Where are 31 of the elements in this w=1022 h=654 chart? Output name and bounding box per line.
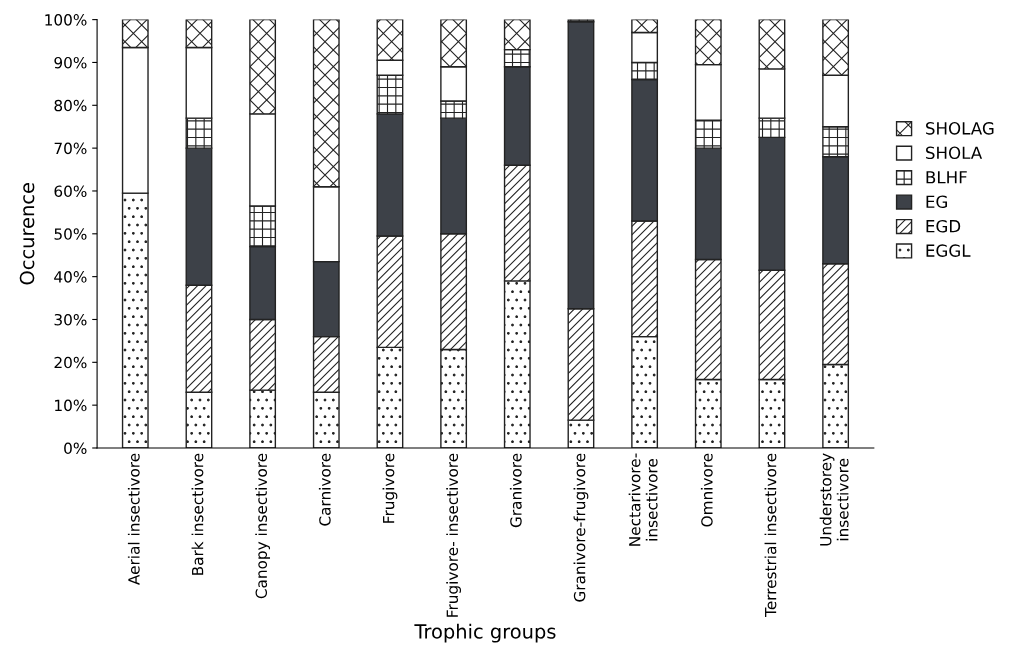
x-tick-label: Terrestrial insectivore (764, 453, 777, 617)
x-tick-label: Carnivore (318, 453, 331, 526)
legend-label: BLHF (926, 171, 967, 184)
legend-label: EGGL (926, 244, 971, 257)
x-tick-label: Frugivore (382, 453, 398, 523)
legend-label: SHOLAG (926, 122, 994, 135)
x-tick-label: Granivore (509, 453, 522, 528)
legend-label: EG (926, 195, 947, 209)
y-tick-label: 90% (54, 56, 87, 69)
y-tick-label: 50% (54, 228, 87, 240)
x-tick-label: Nectarivore- insectivore (628, 453, 658, 546)
y-axis-title: Occurence (19, 183, 35, 285)
y-tick-label: 80% (54, 99, 87, 112)
legend-label: SHOLA (926, 146, 983, 160)
y-tick-label: 70% (54, 142, 87, 155)
y-tick-label: 30% (54, 313, 87, 326)
y-tick-label: 20% (54, 356, 87, 369)
y-tick-label: 0% (64, 442, 87, 455)
y-tick-label: 10% (55, 399, 87, 412)
x-tick-label: Frugivore- insectivore (446, 453, 462, 617)
x-axis-title: Trophic groups (414, 623, 556, 643)
x-tick-label: Canopy insectivore (255, 453, 271, 599)
x-tick-label: Granivore-frugivore (573, 453, 589, 602)
x-tick-label: Omnivore (700, 453, 713, 527)
y-tick-label: 40% (54, 271, 87, 283)
y-tick-label: 100% (45, 14, 87, 26)
legend-label: EGD (926, 219, 961, 233)
x-tick-label: Bark insectivore (191, 453, 204, 575)
x-tick-label: Aerial insectivore (127, 453, 140, 585)
y-tick-label: 60% (54, 185, 87, 197)
x-tick-label: Understorey insectivore (819, 453, 849, 546)
